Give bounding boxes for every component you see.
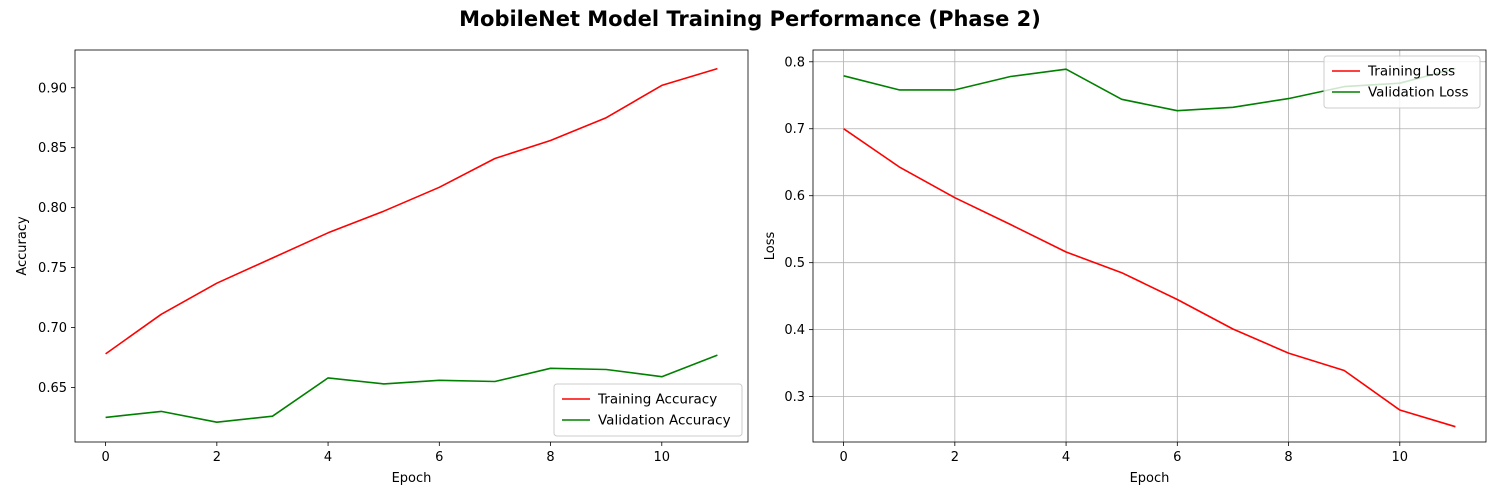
accuracy-legend-box (553, 383, 743, 437)
loss-y-tick-label-2: 0.5 (784, 256, 805, 271)
accuracy-y-axis-label: Accuracy (15, 216, 30, 276)
accuracy-legend-entry-0: Training Accuracy (597, 392, 717, 408)
accuracy-legend: Training Accuracy Validation Accuracy (553, 383, 743, 437)
loss-x-tick-label-5: 10 (1392, 450, 1409, 465)
accuracy-y-tick-label-2: 0.75 (38, 261, 67, 276)
loss-x-tick-label-0: 0 (839, 450, 847, 465)
accuracy-y-tick-label-3: 0.80 (38, 201, 67, 216)
accuracy-y-tick-label-5: 0.90 (38, 81, 67, 96)
loss-y-axis-label: Loss (763, 232, 778, 261)
accuracy-y-tick-label-4: 0.85 (38, 141, 67, 156)
accuracy-x-tick-label-5: 10 (654, 450, 671, 465)
loss-y-tick-label-0: 0.3 (784, 390, 805, 405)
loss-y-tick-label-3: 0.6 (784, 189, 805, 204)
loss-y-tick-label-5: 0.8 (784, 55, 805, 70)
loss-y-tick-label-4: 0.7 (784, 122, 805, 137)
loss-axes-frame (812, 49, 1487, 443)
loss-x-tick-label-4: 8 (1284, 450, 1292, 465)
accuracy-x-tick-label-0: 0 (101, 450, 109, 465)
accuracy-series-0-line (105, 67, 718, 355)
accuracy-x-tick-label-2: 4 (324, 450, 332, 465)
accuracy-chart: 0 2 4 6 8 10 0.65 0.70 0.75 0.80 0.85 0.90 Epoch Accu… (15, 49, 749, 486)
accuracy-series-1-line (105, 354, 718, 424)
accuracy-axes-frame (74, 49, 749, 443)
accuracy-x-tick-label-1: 2 (213, 450, 221, 465)
figure-title: MobileNet Model Training Performance (Ph… (459, 7, 1041, 31)
loss-legend: Training Loss Validation Loss (1323, 55, 1481, 109)
accuracy-x-axis-label: Epoch (392, 471, 432, 486)
accuracy-x-tick-label-4: 8 (546, 450, 554, 465)
loss-y-tick-label-1: 0.4 (784, 323, 805, 338)
loss-x-axis-label: Epoch (1130, 471, 1170, 486)
loss-x-tick-label-3: 6 (1173, 450, 1181, 465)
accuracy-legend-entry-1: Validation Accuracy (598, 413, 731, 429)
loss-chart: 0 2 4 6 8 10 0.3 0.4 0.5 0.6 0.7 0.8 Epoch Loss Traini… (763, 49, 1487, 486)
loss-legend-box (1323, 55, 1481, 109)
loss-series-0-line (843, 128, 1456, 428)
loss-legend-entry-1: Validation Loss (1368, 85, 1469, 101)
loss-x-tick-label-2: 4 (1062, 450, 1070, 465)
loss-legend-entry-0: Training Loss (1367, 64, 1455, 80)
accuracy-y-tick-label-0: 0.65 (38, 381, 67, 396)
accuracy-x-tick-label-3: 6 (435, 450, 443, 465)
loss-x-tick-label-1: 2 (951, 450, 959, 465)
accuracy-y-tick-label-1: 0.70 (38, 321, 67, 336)
